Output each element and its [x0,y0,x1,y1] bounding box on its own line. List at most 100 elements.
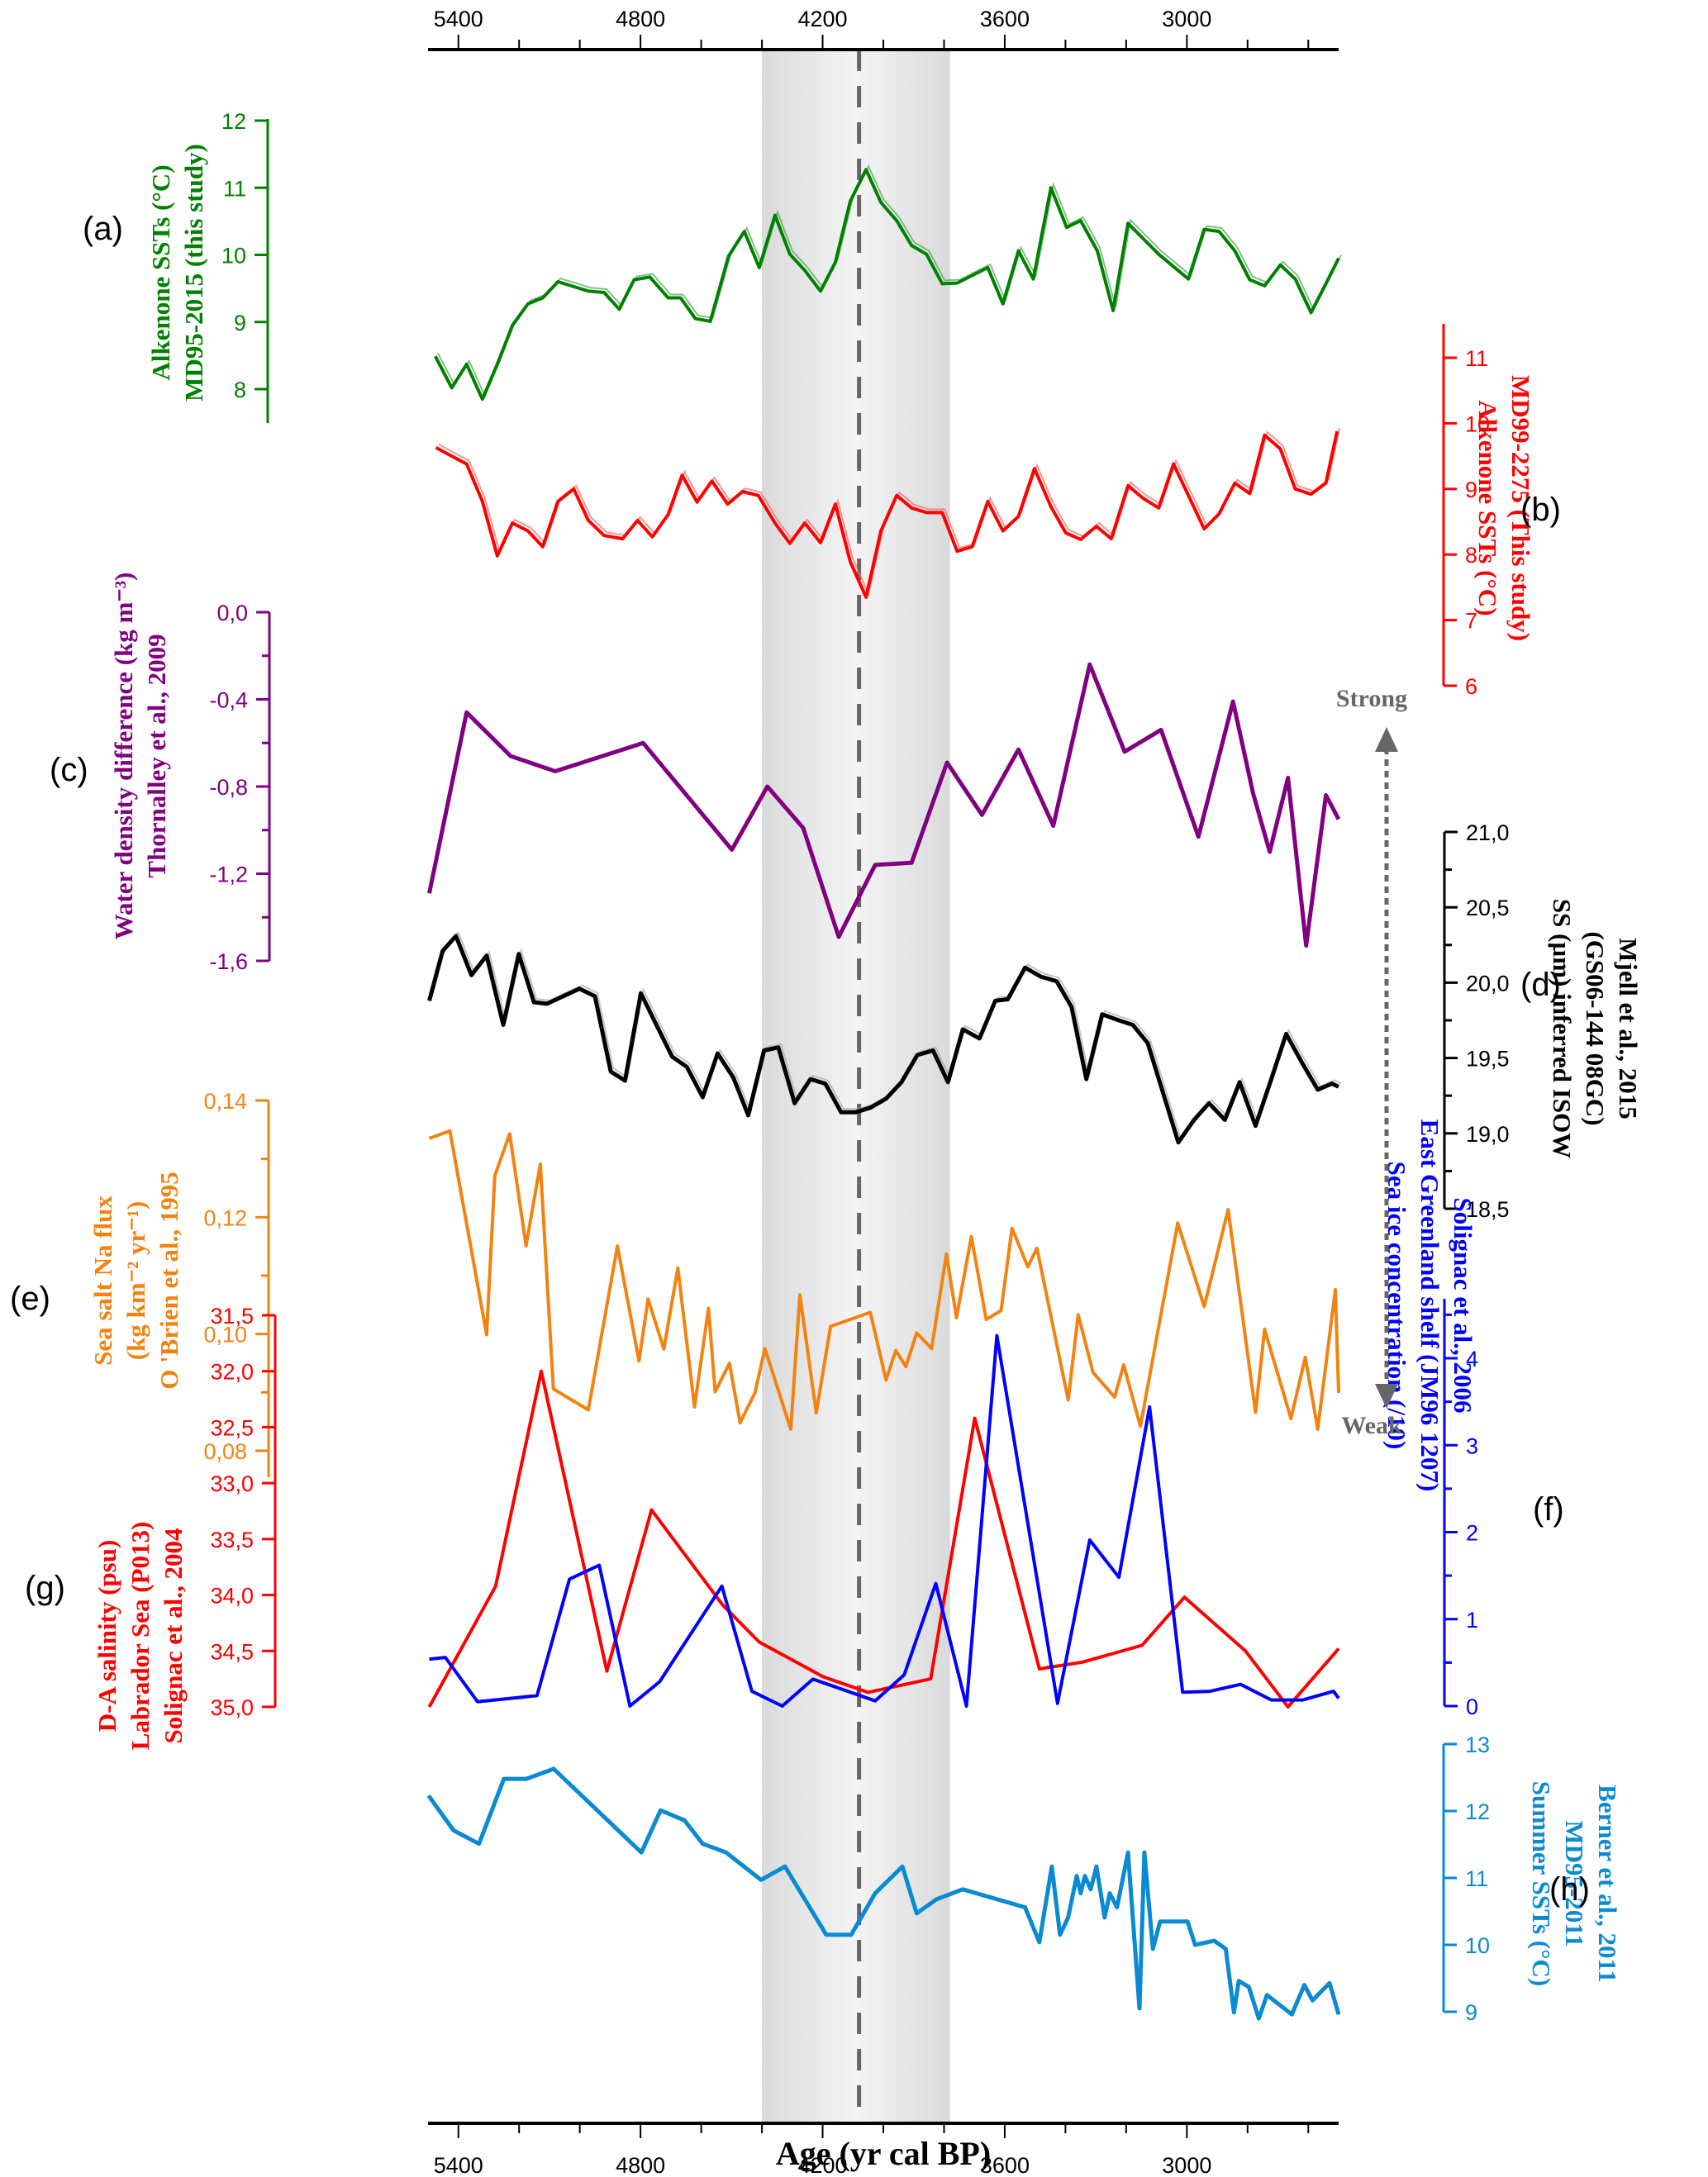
panel-axis-e: 0,08 0,10 0,12 0,14 [203,1089,270,1477]
strong-label: Strong [1336,685,1407,712]
y-tick-label: 1 [1466,1608,1478,1633]
y-axis-title: SS (µm) inferred ISOW [1548,899,1577,1158]
y-axis-title: Labrador Sea (P013) [126,1522,155,1751]
y-tick-label: -0,4 [209,688,248,713]
panel-axis-a: 8 9 10 11 12 [221,109,269,423]
arrow-up-head-icon [1375,727,1398,752]
y-tick-label: 20,0 [1466,971,1510,996]
y-axis-title: (GS06-144 08GC) [1581,931,1610,1125]
panel-letter: (h) [1549,1871,1590,1908]
y-tick-label: 9 [234,311,246,335]
panel-letter: (g) [25,1570,65,1606]
weak-label: Weak [1341,1412,1402,1439]
panel-letter: (e) [10,1281,50,1317]
y-tick-label: 11 [223,176,246,201]
y-axis-title: Sea salt Na flux [88,1195,117,1366]
y-tick-label: 11 [1465,1866,1488,1891]
x-tick-label-bottom: 3000 [1162,2153,1211,2177]
y-axis-title: MD95-2011 [1560,1820,1589,1946]
y-tick-label: 0,08 [203,1439,247,1464]
y-tick-label: 3 [1466,1433,1478,1458]
series-line-g [427,1369,1340,1709]
y-axis-title: Alkenone SSTs (°C) [1473,400,1502,616]
panel-letter: (c) [50,752,88,788]
y-tick-label: 20,5 [1466,896,1510,920]
isow-strength-annotation: Strong Weak [1336,685,1407,1439]
y-tick-label: 6 [1465,674,1477,699]
y-tick-label: 0,10 [203,1323,247,1348]
y-tick-label: 10 [1465,1933,1490,1958]
y-tick-label: -1,2 [209,863,248,887]
y-tick-label: 0,14 [203,1089,247,1114]
panel-letter: (f) [1533,1491,1564,1528]
y-axis-title: Thornalley et al., 2009 [142,634,171,877]
y-tick-label: 0,12 [203,1205,247,1230]
y-tick-label: 9 [1465,2000,1477,2025]
y-axis-title: (kg km⁻² yr⁻¹) [121,1201,150,1361]
x-tick-label-top: 5400 [434,7,483,31]
panel-letter: (b) [1520,492,1561,528]
y-tick-label: 10 [1465,411,1490,436]
y-tick-label: 7 [1465,609,1477,634]
axes-layer: 5400 4800 4200 3600 3000 5400 4800 4200 3600 3000… [203,7,1509,2177]
y-tick-label: 32,5 [210,1415,254,1440]
y-tick-label: -1,6 [209,949,248,974]
series-line-a [434,168,1340,402]
y-tick-label: 21,0 [1466,820,1510,845]
y-tick-label: 34,0 [210,1584,254,1609]
x-tick-label-top: 4800 [616,7,665,31]
series-layer [426,164,1342,2021]
y-tick-label: 9 [1465,478,1477,502]
label-layer: Alkenone SSTs (°C) MD95-2015 (this study)… [10,144,1643,1986]
y-tick-label: 18,5 [1466,1197,1510,1222]
y-tick-label: -0,8 [209,775,248,800]
y-tick-label: 32,0 [210,1360,254,1385]
y-axis-title: Solignac et al., 2006 [1449,1198,1477,1414]
x-axis-title: Age (yr cal BP) [776,2135,991,2172]
x-tick-label-bottom: 5400 [434,2153,483,2177]
y-tick-label: 10 [221,244,246,269]
y-axis-title: Summer SSTs (°C) [1527,1781,1556,1986]
panel-letter: (d) [1520,967,1561,1003]
x-tick-label-top: 3000 [1162,7,1211,31]
y-tick-label: 19,5 [1466,1047,1510,1072]
y-tick-label: 19,0 [1466,1122,1510,1147]
y-tick-label: 12 [221,109,246,134]
x-tick-label-bottom: 4800 [616,2153,665,2177]
panel-axis-g: 31,5 32,0 32,5 33,0 33,5 34,0 34,5 35,0 [210,1304,277,1720]
y-tick-label: 8 [234,378,246,402]
y-axis-title: Berner et al., 2011 [1593,1785,1622,1983]
arrow-down-head-icon [1375,1384,1398,1409]
y-tick-label: 0 [1466,1695,1478,1719]
x-tick-label-bottom: 4200 [797,2153,847,2177]
y-axis-title: MD95-2015 (this study) [179,144,208,402]
y-tick-label: 11 [1465,346,1488,371]
y-axis-title: Mjell et al., 2015 [1614,938,1643,1119]
x-tick-label-top: 3600 [980,7,1030,31]
series-line-f [429,1333,1340,1708]
y-tick-label: 35,0 [210,1695,254,1720]
series-line-c [427,662,1341,948]
panel-letter: (a) [83,211,123,247]
panel-axis-c: 0,0 -0,4 -0,8 -1,2 -1,6 [209,601,271,974]
y-tick-label: 4 [1466,1347,1478,1371]
x-tick-label-top: 4200 [797,7,847,31]
series-line-h [426,1766,1341,2021]
panel-axis-d: 18,5 19,0 19,5 20,0 20,5 21,0 [1443,820,1510,1222]
panel-axis-b: 6 7 8 9 10 11 [1442,324,1490,699]
y-axis-title: O 'Brien et al., 1995 [155,1172,183,1389]
panel-axis-h: 9 10 11 12 13 [1442,1733,1490,2025]
y-tick-label: 2 [1466,1521,1478,1546]
panel-axis-f: 0 1 2 3 4 [1443,1299,1478,1719]
y-axis-title: East Greenland shelf (JM96 1207) [1415,1119,1444,1492]
y-axis-title: D-A salinity (psu) [93,1540,121,1733]
y-tick-label: 0,0 [216,601,248,625]
y-tick-label: 12 [1465,1799,1490,1824]
y-tick-label: 33,0 [210,1471,254,1496]
y-axis-title: MD99-2275 (This study) [1506,375,1535,641]
y-axis-title: Water density difference (kg m⁻³) [109,573,138,940]
y-tick-label: 33,5 [210,1528,254,1552]
y-tick-label: 8 [1465,543,1477,568]
y-tick-label: 13 [1465,1733,1490,1757]
